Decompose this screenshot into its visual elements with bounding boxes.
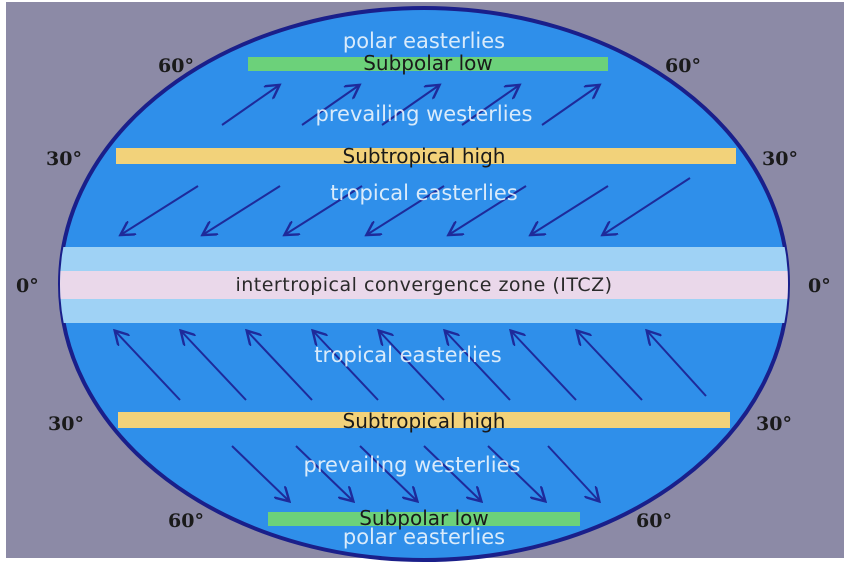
wind-arrow: [446, 332, 511, 401]
wind-arrow: [182, 332, 247, 401]
lat-n30-left: 30°: [46, 148, 82, 170]
wind-arrow: [423, 445, 480, 500]
north-subpolar-low-label: Subpolar low: [363, 51, 493, 75]
wind-arrow: [648, 332, 707, 397]
south-westerlies-arrows: [231, 445, 598, 500]
wind-arrow: [221, 86, 278, 126]
lat-s30-left: 30°: [48, 413, 84, 435]
north-prevailing-westerlies-label: prevailing westerlies: [316, 102, 533, 126]
south-polar-easterlies-label: polar easterlies: [343, 525, 505, 549]
north-subpolar-low-band: [248, 57, 608, 71]
wind-arrow: [204, 185, 281, 234]
wind-arrow: [512, 332, 577, 401]
itcz-label: intertropical convergence zone (ITCZ): [235, 274, 612, 296]
south-subpolar-low-label: Subpolar low: [359, 506, 489, 530]
wind-arrow: [604, 177, 691, 234]
lat-eq-right: 0°: [808, 275, 831, 297]
wind-arrow: [461, 86, 518, 126]
lat-eq-left: 0°: [16, 275, 39, 297]
north-westerlies-arrows: [221, 86, 598, 126]
wind-arrow: [381, 86, 438, 126]
south-subtropical-high-label: Subtropical high: [343, 409, 506, 433]
south-prevailing-westerlies-label: prevailing westerlies: [304, 453, 521, 477]
wind-arrow: [380, 332, 445, 401]
wind-arrow: [314, 332, 379, 401]
south-tropical-easterlies-arrows: [116, 332, 707, 401]
wind-arrow: [532, 185, 609, 234]
south-tropical-easterlies-label: tropical easterlies: [314, 343, 501, 367]
wind-arrow: [487, 445, 544, 500]
wind-arrow: [231, 445, 288, 500]
wind-arrow: [547, 445, 598, 500]
wind-arrow: [578, 332, 643, 401]
south-subtropical-high-band: [118, 412, 730, 428]
wind-arrow: [248, 332, 313, 401]
itcz-band-inner: [60, 271, 788, 299]
wind-arrow: [116, 332, 181, 401]
wind-arrow: [359, 445, 416, 500]
lat-n60-left: 60°: [158, 55, 194, 77]
wind-arrow: [450, 185, 527, 234]
lat-n30-right: 30°: [762, 148, 798, 170]
lat-n60-right: 60°: [665, 55, 701, 77]
lat-s60-left: 60°: [168, 510, 204, 532]
wind-arrow: [122, 185, 199, 234]
wind-arrow: [286, 185, 363, 234]
north-subtropical-high-label: Subtropical high: [343, 144, 506, 168]
south-subpolar-low-band: [268, 512, 580, 526]
north-polar-easterlies-label: polar easterlies: [343, 29, 505, 53]
wind-arrow: [301, 86, 358, 126]
wind-arrow: [295, 445, 352, 500]
north-tropical-easterlies-label: tropical easterlies: [330, 181, 517, 205]
lat-s30-right: 30°: [756, 413, 792, 435]
wind-arrow: [368, 185, 445, 234]
north-subtropical-high-band: [116, 148, 736, 164]
north-tropical-easterlies-arrows: [122, 177, 691, 234]
wind-arrow: [541, 86, 598, 126]
lat-s60-right: 60°: [636, 510, 672, 532]
